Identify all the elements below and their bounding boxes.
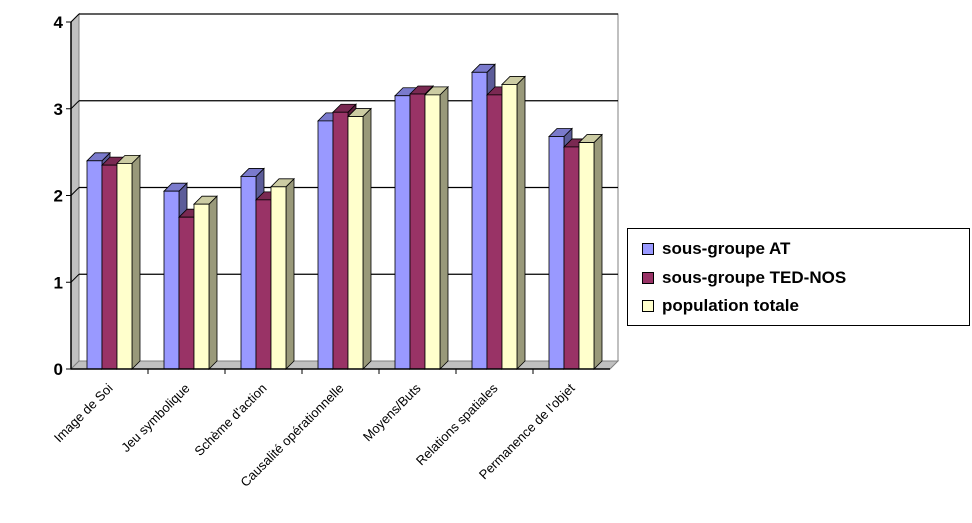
bar <box>394 95 411 370</box>
bar <box>193 203 210 370</box>
bar <box>578 142 595 370</box>
legend-swatch <box>642 243 654 255</box>
bar-side <box>362 107 372 370</box>
y-tick-label: 2 <box>54 187 63 206</box>
legend-swatch <box>642 300 654 312</box>
legend: sous-groupe AT sous-groupe TED-NOS popul… <box>627 228 970 326</box>
bar <box>255 199 272 370</box>
y-tick-label: 0 <box>54 360 63 379</box>
gridline-diagonal <box>70 100 80 110</box>
gridline-diagonal <box>70 13 80 23</box>
axes <box>66 21 610 374</box>
bar <box>471 71 488 370</box>
bar-side <box>439 85 449 370</box>
bar <box>486 94 503 370</box>
bar <box>424 94 441 370</box>
legend-label: sous-groupe AT <box>662 239 791 258</box>
bar-side <box>593 133 603 370</box>
bar-side <box>285 177 295 370</box>
legend-label: sous-groupe TED-NOS <box>662 268 847 287</box>
legend-item: sous-groupe TED-NOS <box>642 266 846 290</box>
bar <box>409 93 426 370</box>
legend-item: sous-groupe AT <box>642 237 790 261</box>
y-tick-label: 4 <box>54 13 64 32</box>
bar-side <box>131 154 141 370</box>
x-tick-label: Relations spatiales <box>413 380 501 468</box>
bar <box>101 164 118 370</box>
bar <box>178 216 195 370</box>
x-tick-label: Moyens/Buts <box>360 380 424 444</box>
legend-label: population totale <box>662 296 799 315</box>
bar <box>116 163 133 370</box>
bar <box>317 120 334 370</box>
bar-side <box>516 75 526 370</box>
bar <box>270 186 287 370</box>
x-tick-label: Image de Soi <box>51 380 116 445</box>
bar <box>563 146 580 370</box>
bar <box>501 84 518 370</box>
bar <box>240 176 257 370</box>
gridline-diagonal <box>70 273 80 283</box>
bar <box>548 136 565 370</box>
y-tick-label: 1 <box>54 273 63 292</box>
legend-item: population totale <box>642 294 799 318</box>
y-tick-label: 3 <box>54 100 63 119</box>
x-tick-label: Schème d'action <box>191 381 269 459</box>
bar <box>332 111 349 370</box>
legend-swatch <box>642 272 654 284</box>
gridline-diagonal <box>70 187 80 196</box>
bar <box>163 190 180 370</box>
bar <box>347 116 364 370</box>
y-tick-labels: 0 1 2 3 4 <box>54 13 64 379</box>
x-tick-label: Jeu symbolique <box>118 381 192 455</box>
bar <box>86 160 103 370</box>
bar-side <box>208 195 218 370</box>
